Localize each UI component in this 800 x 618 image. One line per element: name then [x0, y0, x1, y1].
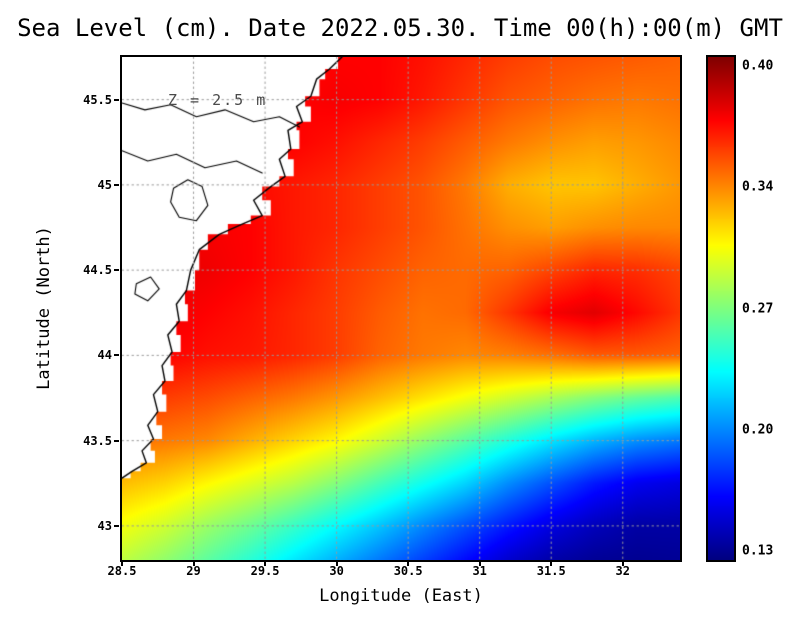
plot-title: Sea Level (cm). Date 2022.05.30. Time 00… [17, 14, 783, 42]
x-tick-mark [335, 561, 338, 566]
y-tick-mark [114, 183, 119, 186]
y-axis-label: Latitude (North) [34, 226, 54, 390]
y-tick-mark [114, 354, 119, 357]
colorbar-label: 0.27 [742, 301, 774, 316]
y-tick-mark [114, 439, 119, 442]
x-tick-label: 29 [186, 564, 201, 578]
x-tick-mark [550, 561, 553, 566]
y-tick-label: 44 [97, 348, 112, 363]
x-axis-label: Longitude (East) [319, 586, 483, 606]
x-tick-label: 29.5 [250, 564, 280, 578]
colorbar-label: 0.34 [742, 179, 774, 195]
x-tick-mark [621, 561, 624, 566]
x-tick-label: 31.5 [536, 564, 566, 578]
x-tick-mark [121, 561, 123, 566]
y-tick-label: 44.5 [83, 263, 112, 278]
x-tick-mark [478, 561, 481, 566]
x-tick-mark [192, 561, 195, 566]
x-tick-label: 28.5 [107, 564, 137, 578]
depth-annotation: Z = 2.5 m [168, 91, 268, 109]
colorbar-canvas [708, 57, 734, 560]
x-tick-label: 30.5 [393, 564, 423, 578]
x-tick-mark [264, 561, 267, 566]
heatmap-canvas [122, 57, 680, 560]
x-tick-label: 31 [472, 564, 487, 578]
colorbar-label: 0.40 [742, 58, 774, 74]
x-tick-label: 32 [615, 564, 630, 578]
y-tick-mark [114, 524, 119, 527]
y-tick-label: 43.5 [83, 433, 112, 448]
y-tick-label: 43 [97, 518, 112, 533]
y-tick-label: 45 [97, 177, 112, 192]
colorbar-label: 0.13 [742, 543, 774, 559]
y-tick-label: 45.5 [83, 92, 112, 107]
x-tick-mark [407, 561, 410, 566]
y-tick-mark [114, 269, 119, 272]
y-tick-mark [114, 98, 119, 101]
x-tick-label: 30 [329, 564, 344, 578]
colorbar-label: 0.20 [742, 422, 774, 438]
